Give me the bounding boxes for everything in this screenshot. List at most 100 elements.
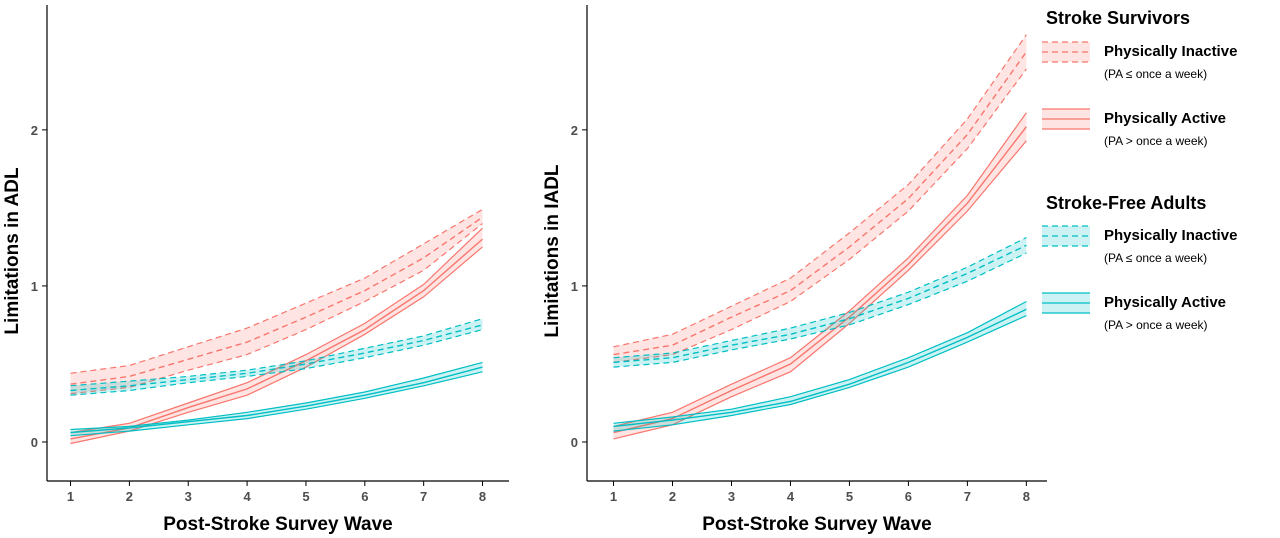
band-lower-line [613,140,1027,440]
data-point [364,289,366,291]
data-point [423,382,425,384]
x-tick-label: 2 [126,489,133,504]
y-axis-title: Limitations in ADL [2,167,23,335]
legend-label: Physically Inactive [1104,227,1237,244]
data-point [907,361,909,363]
series-1 [70,227,483,445]
band-upper-line [70,208,483,374]
data-point [848,246,850,248]
data-point [789,333,791,335]
data-point [907,197,909,199]
band-lower-line [613,68,1027,363]
series-line [70,366,483,434]
data-point [305,363,307,365]
series-line [70,216,483,385]
iadl-panel: 1 2 3 4 5 6 7 8 0 1 2 Post-Stroke Survey Wave Limita… [542,5,1047,535]
data-point [364,352,366,354]
x-tick-label: 2 [669,489,676,504]
legend-label: Physically Active [1104,294,1226,311]
legend: Stroke Survivors Physically Inactive (PA ≤… [1042,8,1237,332]
legend-group-0: Stroke Survivors Physically Inactive (PA ≤… [1042,8,1237,148]
legend-item: Physically Inactive (PA ≤ once a week) [1042,225,1237,265]
data-point [481,238,483,240]
x-axis-title: Post-Stroke Survey Wave [163,514,393,535]
x-tick-label: 6 [905,489,912,504]
legend-item: Physically Inactive (PA ≤ once a week) [1042,41,1237,81]
series-3 [612,300,1027,432]
x-axis-title: Post-Stroke Survey Wave [702,514,932,535]
x-tick-label: 8 [1023,489,1030,504]
band-upper-line [613,236,1027,359]
x-tick-label: 8 [479,489,486,504]
data-point [246,372,248,374]
data-point [612,353,614,355]
data-point [730,389,732,391]
data-point [1025,308,1027,310]
band-upper-line [613,112,1027,427]
data-point [305,316,307,318]
data-point [187,358,189,360]
data-point [730,316,732,318]
data-point [423,257,425,259]
y-tick-label: 0 [571,435,578,450]
x-tick-label: 5 [846,489,853,504]
data-point [966,202,968,204]
band-upper-line [613,300,1027,424]
data-point [848,318,850,320]
y-tick-label: 2 [31,123,38,138]
series-line [70,238,483,440]
data-point [730,411,732,413]
data-point [730,344,732,346]
data-point [187,378,189,380]
band-lower-line [613,315,1027,432]
data-point [671,344,673,346]
data-point [481,324,483,326]
series-2 [69,318,483,396]
x-tick-label: 4 [787,489,795,504]
data-point [69,383,71,385]
band-lower-line [70,223,483,395]
data-point [69,431,71,433]
legend-item: Physically Active (PA > once a week) [1042,108,1226,148]
y-tick-label: 0 [31,435,38,450]
data-point [481,216,483,218]
band-upper-line [70,227,483,434]
series-0 [612,34,1027,363]
x-tick-label: 5 [302,489,309,504]
data-point [305,405,307,407]
x-tick-label: 1 [67,489,74,504]
data-point [187,406,189,408]
data-point [128,427,130,429]
data-point [128,385,130,387]
series-line [613,51,1027,356]
series-line [613,308,1027,428]
data-point [246,388,248,390]
band-lower-line [70,371,483,437]
data-point [246,414,248,416]
x-tick-label: 7 [964,489,971,504]
data-point [128,375,130,377]
series-1 [612,112,1027,440]
data-point [187,421,189,423]
data-point [671,419,673,421]
series-line [613,126,1027,434]
data-point [1025,51,1027,53]
legend-sublabel: (PA ≤ once a week) [1104,67,1207,81]
data-point [612,431,614,433]
data-point [1025,244,1027,246]
data-point [69,389,71,391]
legend-label: Physically Inactive [1104,43,1237,60]
data-point [907,297,909,299]
x-tick-label: 6 [361,489,368,504]
y-axis-title: Limitations in IADL [542,164,563,338]
x-tick-label: 3 [185,489,192,504]
series-3 [69,361,483,437]
data-point [612,425,614,427]
data-point [966,133,968,135]
data-point [848,383,850,385]
series-2 [613,236,1027,368]
confidence-band [70,209,483,394]
legend-group-title: Stroke Survivors [1046,8,1190,28]
data-point [789,363,791,365]
